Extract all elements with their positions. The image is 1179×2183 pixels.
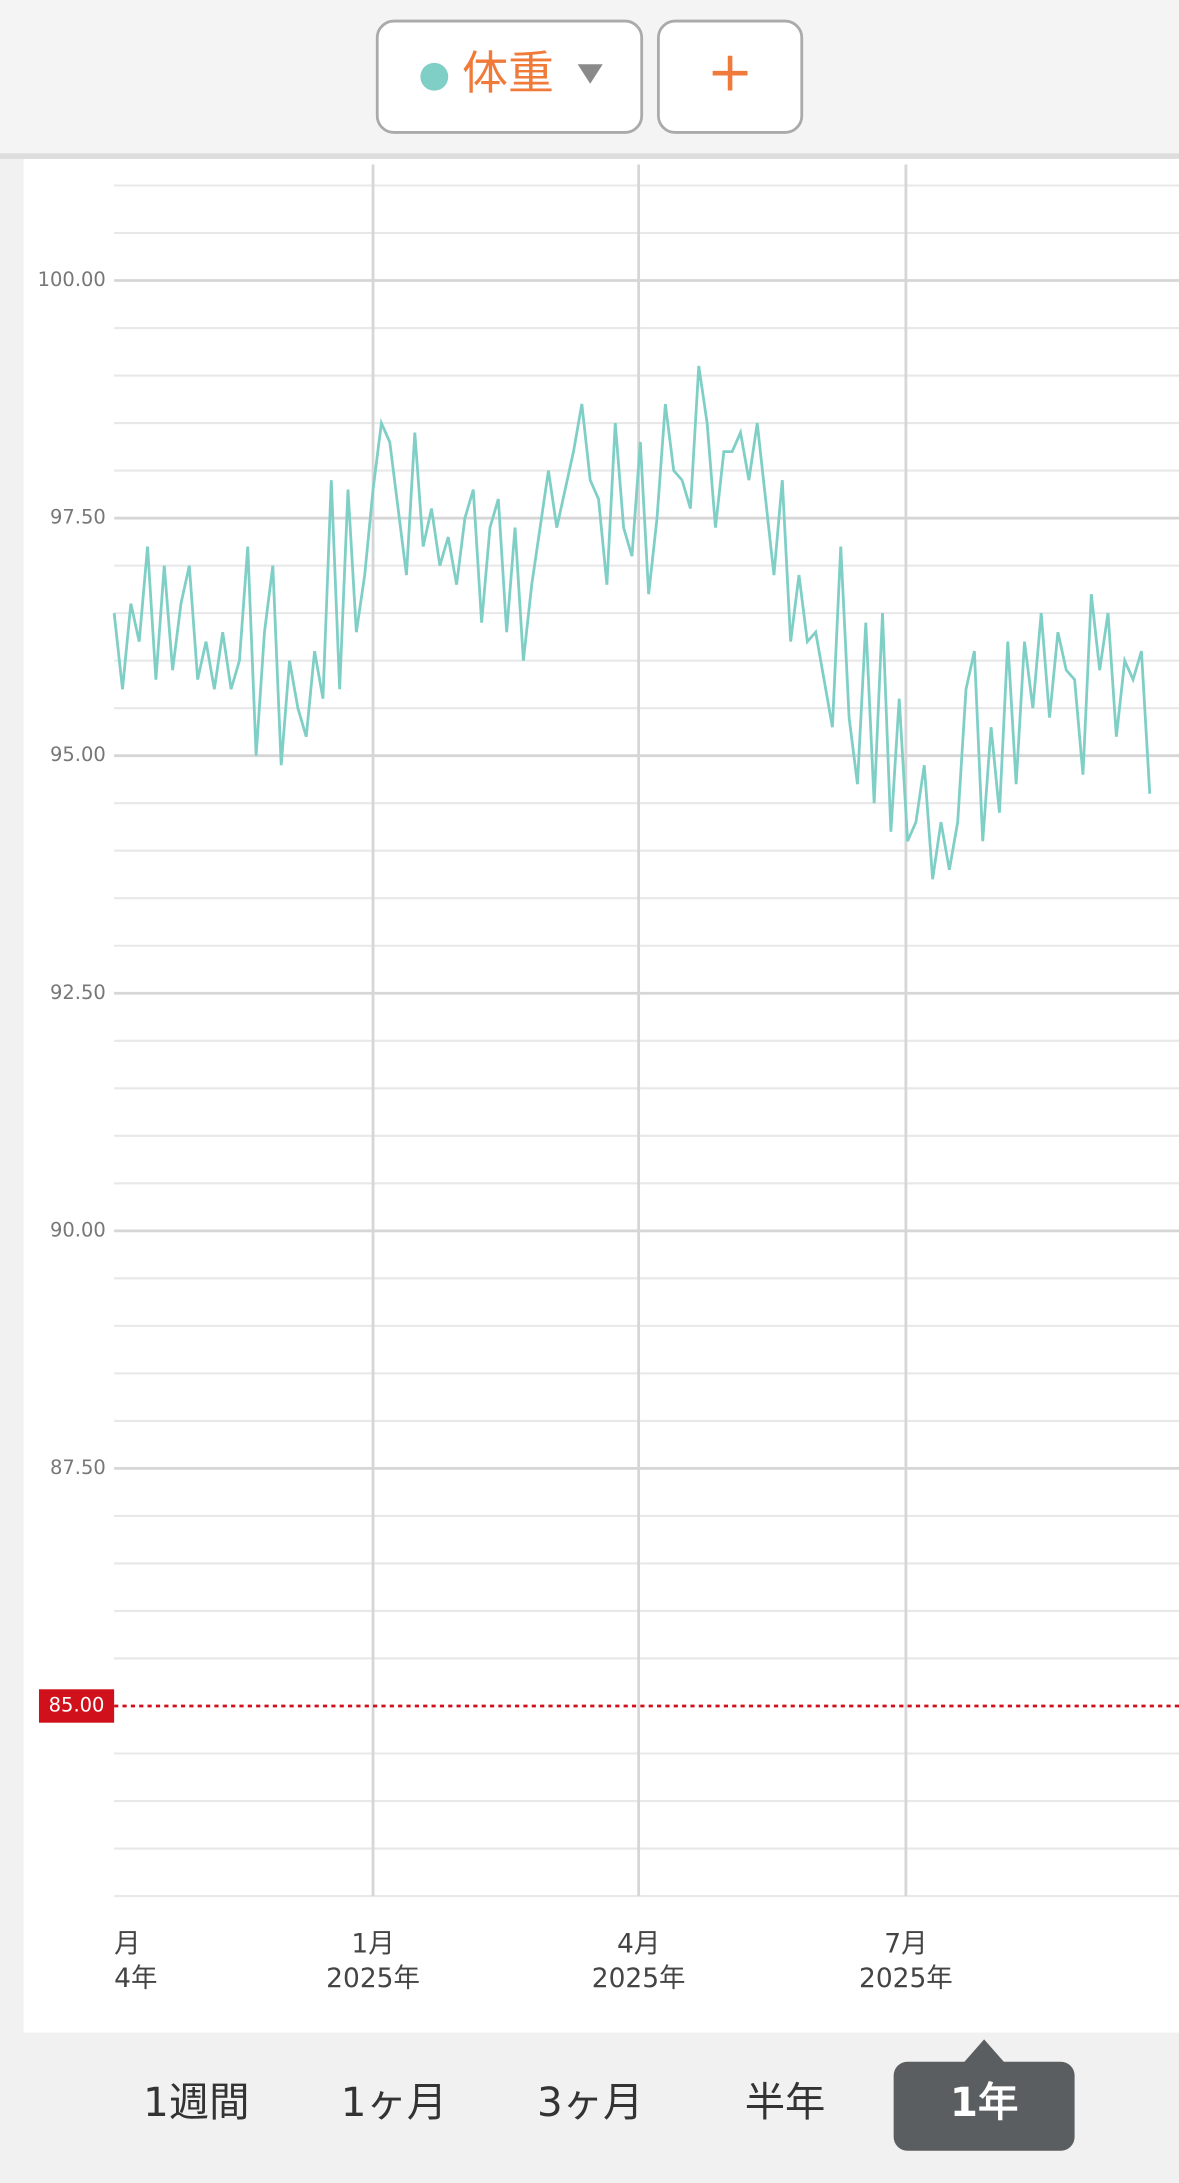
top-bar-shadow — [0, 153, 1179, 159]
add-box[interactable] — [657, 19, 804, 134]
add-button[interactable]: + — [657, 19, 804, 134]
period-tabs: 1週間 1ヶ月 3ヶ月 半年 1年 — [143, 2061, 1075, 2151]
period-tab[interactable]: 1年 — [950, 2079, 1018, 2126]
period-tab[interactable]: 3ヶ月 — [537, 2079, 643, 2126]
period-tab[interactable]: 半年 — [745, 2079, 826, 2126]
y-tick-label: 97.50 — [50, 506, 106, 529]
y-tick-label: 95.00 — [50, 743, 106, 766]
tab-pointer — [963, 2039, 1006, 2064]
target-label-box — [38, 1689, 115, 1723]
x-tick-label: 7月 — [884, 1928, 927, 1959]
metric-dropdown[interactable]: 体重 — [375, 19, 644, 134]
y-tick-label: 87.50 — [50, 1456, 106, 1479]
y-tick-label: 92.50 — [50, 981, 106, 1004]
weight-line — [112, 365, 1152, 880]
x-tick-year: 2025年 — [859, 1963, 953, 1994]
chart-panel — [23, 158, 1179, 2033]
period-tab[interactable]: 1ヶ月 — [341, 2079, 447, 2126]
dropdown-arrow — [577, 64, 603, 84]
plot: 87.50 90.00 92.50 95.00 97.50 100.00 月 4年 1月 2025… — [38, 164, 1179, 1994]
dropdown-box[interactable] — [375, 19, 644, 134]
x-tick-year: 2025年 — [592, 1963, 686, 1994]
x-tick-label: 1月 — [351, 1928, 394, 1959]
add-label[interactable]: + — [707, 39, 754, 104]
metric-name[interactable]: 体重 — [462, 46, 554, 100]
x-tick-label: 月 — [114, 1928, 140, 1959]
target-label: 85.00 — [49, 1693, 105, 1716]
y-tick-label: 90.00 — [50, 1218, 106, 1241]
period-tab[interactable]: 1週間 — [143, 2079, 249, 2126]
selected-tab[interactable] — [893, 2061, 1075, 2151]
metric-dot — [420, 62, 449, 91]
y-tick-label: 100.00 — [38, 268, 106, 291]
x-tick-year: 2025年 — [326, 1963, 420, 1994]
x-tick-label: 4月 — [617, 1928, 660, 1959]
x-tick-year: 4年 — [114, 1963, 157, 1994]
